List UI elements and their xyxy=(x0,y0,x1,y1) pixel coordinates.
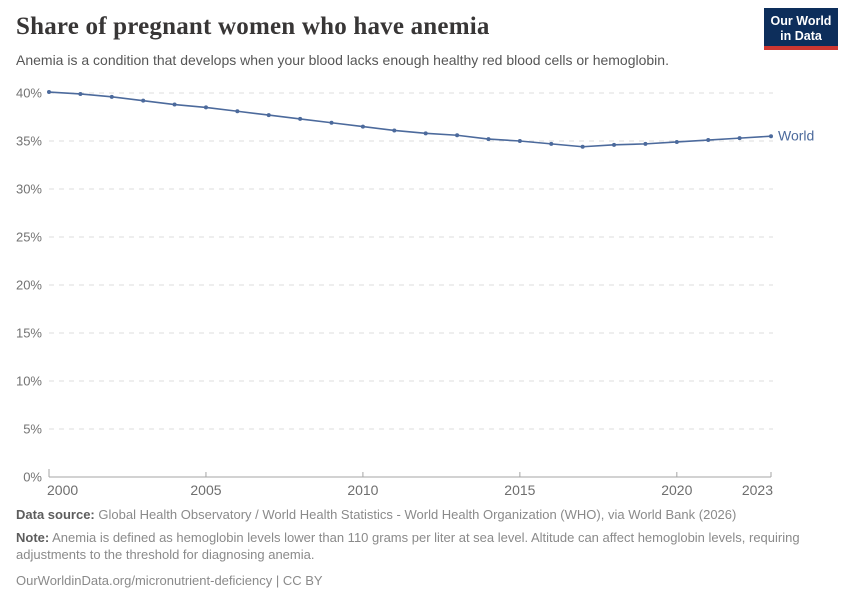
logo-red-bar xyxy=(764,46,838,50)
data-source-line: Data source: Global Health Observatory /… xyxy=(16,507,834,524)
logo-line2: in Data xyxy=(780,29,822,43)
svg-text:15%: 15% xyxy=(16,326,42,341)
svg-text:0%: 0% xyxy=(23,470,42,485)
svg-text:40%: 40% xyxy=(16,86,42,101)
data-source-label: Data source: xyxy=(16,507,95,522)
note-line: Note: Anemia is defined as hemoglobin le… xyxy=(16,530,834,564)
svg-text:10%: 10% xyxy=(16,374,42,389)
svg-text:2005: 2005 xyxy=(190,482,221,498)
svg-text:25%: 25% xyxy=(16,230,42,245)
svg-text:2015: 2015 xyxy=(504,482,535,498)
data-source-text: Global Health Observatory / World Health… xyxy=(98,507,737,522)
svg-text:2000: 2000 xyxy=(47,482,78,498)
citation: OurWorldinData.org/micronutrient-deficie… xyxy=(16,572,323,588)
line-chart: 0% 5% 10% 15% 20% 25% 30% 35% 40% 2000 2005 2010 201… xyxy=(16,86,814,499)
svg-text:30%: 30% xyxy=(16,182,42,197)
svg-text:2020: 2020 xyxy=(661,482,692,498)
svg-text:2023: 2023 xyxy=(742,482,773,498)
svg-text:World: World xyxy=(778,128,814,144)
svg-text:5%: 5% xyxy=(23,422,42,437)
logo-line1: Our World xyxy=(770,13,832,28)
svg-text:2010: 2010 xyxy=(347,482,378,498)
note-label: Note: xyxy=(16,529,50,545)
note-text: Anemia is defined as hemoglobin levels l… xyxy=(16,529,800,562)
svg-text:35%: 35% xyxy=(16,134,42,149)
owid-logo[interactable]: Our World in Data xyxy=(764,8,838,50)
svg-text:20%: 20% xyxy=(16,278,42,293)
page-title: Share of pregnant women who have anemia xyxy=(16,13,490,40)
footer: Data source: Global Health Observatory /… xyxy=(16,507,834,596)
page-subtitle: Anemia is a condition that develops when… xyxy=(16,52,669,68)
chart-area: 0% 5% 10% 15% 20% 25% 30% 35% 40% 2000 2005 2010 201… xyxy=(0,80,850,500)
